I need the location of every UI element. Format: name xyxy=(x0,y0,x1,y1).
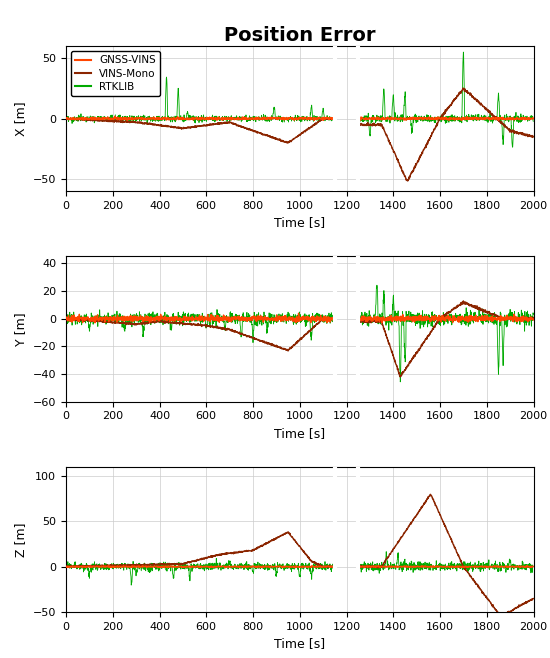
Title: Position Error: Position Error xyxy=(224,26,376,45)
X-axis label: Time [s]: Time [s] xyxy=(274,216,325,230)
Y-axis label: Z [m]: Z [m] xyxy=(14,522,28,557)
X-axis label: Time [s]: Time [s] xyxy=(274,637,325,650)
Legend: GNSS-VINS, VINS-Mono, RTKLIB: GNSS-VINS, VINS-Mono, RTKLIB xyxy=(71,51,160,96)
Y-axis label: Y [m]: Y [m] xyxy=(14,312,27,346)
Y-axis label: X [m]: X [m] xyxy=(14,101,28,136)
X-axis label: Time [s]: Time [s] xyxy=(274,427,325,440)
